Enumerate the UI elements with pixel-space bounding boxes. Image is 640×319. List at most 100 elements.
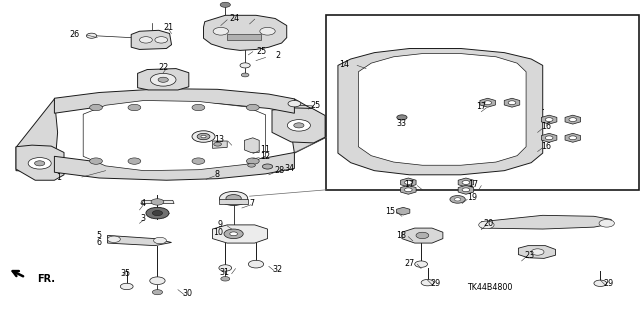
- Circle shape: [404, 188, 412, 192]
- Polygon shape: [541, 115, 557, 124]
- Circle shape: [462, 188, 470, 192]
- Polygon shape: [83, 100, 266, 171]
- Circle shape: [240, 63, 250, 68]
- Circle shape: [151, 199, 164, 205]
- Circle shape: [158, 77, 168, 82]
- Text: 10: 10: [212, 228, 223, 237]
- Text: 20: 20: [483, 219, 493, 228]
- Circle shape: [294, 123, 304, 128]
- Polygon shape: [338, 48, 543, 175]
- Bar: [326, 15, 639, 190]
- Text: 33: 33: [397, 119, 407, 128]
- Text: 18: 18: [396, 231, 406, 240]
- Text: 17: 17: [468, 180, 479, 189]
- Text: 11: 11: [260, 145, 270, 154]
- Circle shape: [35, 161, 45, 166]
- Circle shape: [260, 27, 275, 35]
- Circle shape: [508, 101, 516, 105]
- Text: 31: 31: [219, 268, 229, 277]
- Circle shape: [128, 104, 141, 111]
- Text: 3: 3: [141, 214, 146, 223]
- Polygon shape: [504, 98, 520, 107]
- Text: 25: 25: [310, 101, 321, 110]
- Text: 12: 12: [260, 152, 270, 161]
- Circle shape: [569, 118, 577, 122]
- Circle shape: [545, 136, 553, 140]
- Circle shape: [599, 219, 614, 227]
- Circle shape: [90, 158, 102, 164]
- Text: 8: 8: [214, 170, 220, 179]
- Circle shape: [152, 290, 163, 295]
- Circle shape: [201, 135, 206, 138]
- Circle shape: [230, 232, 237, 236]
- Circle shape: [569, 136, 577, 140]
- Text: 29: 29: [430, 279, 440, 288]
- Circle shape: [90, 104, 102, 111]
- Text: 15: 15: [385, 207, 396, 216]
- Circle shape: [454, 198, 461, 201]
- Text: 14: 14: [339, 60, 349, 69]
- Circle shape: [108, 236, 120, 242]
- Polygon shape: [458, 185, 474, 194]
- Circle shape: [226, 195, 241, 202]
- Polygon shape: [402, 228, 443, 243]
- Text: 4: 4: [141, 199, 146, 208]
- Circle shape: [545, 118, 553, 122]
- Text: 2: 2: [275, 51, 280, 60]
- Circle shape: [241, 73, 249, 77]
- Text: 23: 23: [525, 251, 535, 260]
- Polygon shape: [108, 235, 172, 246]
- Circle shape: [416, 232, 429, 239]
- Text: 34: 34: [285, 164, 295, 173]
- Circle shape: [594, 280, 607, 286]
- Text: 19: 19: [467, 193, 477, 202]
- Polygon shape: [401, 178, 416, 187]
- Circle shape: [146, 207, 169, 219]
- Polygon shape: [272, 108, 325, 143]
- Polygon shape: [291, 99, 325, 153]
- Circle shape: [214, 142, 221, 146]
- Text: 7: 7: [250, 199, 255, 208]
- Text: 35: 35: [120, 269, 131, 278]
- Polygon shape: [518, 246, 556, 258]
- Circle shape: [128, 158, 141, 164]
- Text: 9: 9: [218, 220, 223, 229]
- Text: 29: 29: [603, 279, 613, 288]
- Circle shape: [479, 221, 494, 229]
- Circle shape: [224, 229, 243, 239]
- Circle shape: [140, 37, 152, 43]
- Polygon shape: [227, 34, 261, 40]
- Polygon shape: [244, 138, 259, 152]
- Text: FR.: FR.: [37, 274, 55, 284]
- Polygon shape: [204, 15, 287, 50]
- Text: 17: 17: [404, 180, 415, 189]
- Circle shape: [155, 37, 168, 43]
- Polygon shape: [212, 141, 227, 148]
- Text: 16: 16: [541, 142, 551, 151]
- Polygon shape: [138, 69, 189, 90]
- Circle shape: [397, 115, 407, 120]
- Circle shape: [150, 277, 165, 285]
- Circle shape: [248, 260, 264, 268]
- Circle shape: [86, 33, 97, 38]
- Polygon shape: [565, 115, 580, 124]
- Text: 17: 17: [476, 102, 486, 111]
- Circle shape: [192, 158, 205, 164]
- Circle shape: [28, 158, 51, 169]
- Circle shape: [120, 283, 133, 290]
- Text: 1: 1: [56, 173, 61, 182]
- Text: 24: 24: [229, 14, 239, 23]
- Polygon shape: [141, 200, 174, 204]
- Polygon shape: [131, 30, 172, 49]
- Polygon shape: [565, 133, 580, 142]
- Circle shape: [220, 191, 248, 205]
- Polygon shape: [458, 178, 474, 187]
- Polygon shape: [401, 185, 416, 194]
- Text: 22: 22: [159, 63, 169, 72]
- Circle shape: [220, 2, 230, 7]
- Circle shape: [246, 104, 259, 111]
- Polygon shape: [541, 133, 557, 142]
- Text: 32: 32: [272, 265, 282, 274]
- Text: 13: 13: [214, 135, 224, 144]
- Polygon shape: [16, 99, 58, 172]
